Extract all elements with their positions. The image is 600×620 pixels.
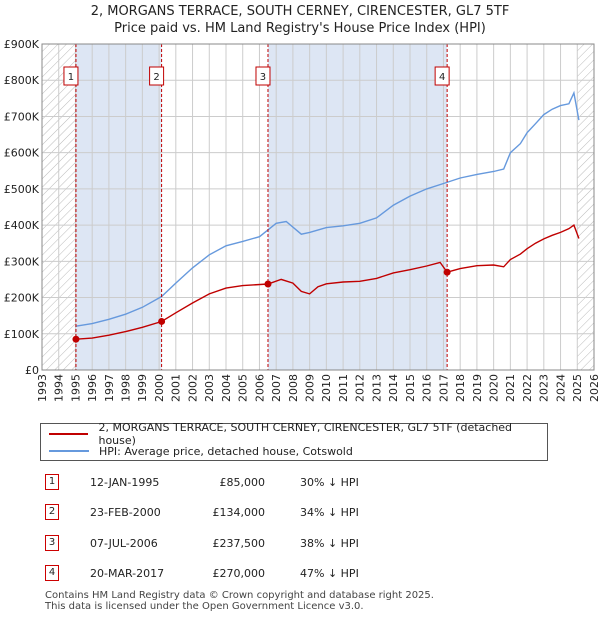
y-tick-label: £200K bbox=[4, 292, 40, 305]
chart-subtitle: Price paid vs. HM Land Registry's House … bbox=[114, 21, 486, 36]
x-tick-label: 2000 bbox=[153, 374, 166, 402]
y-tick-label: £700K bbox=[4, 110, 40, 123]
transaction-price: £85,000 bbox=[219, 476, 266, 489]
transaction-point bbox=[443, 268, 451, 276]
transaction-marker-box bbox=[149, 66, 165, 86]
footer-licence: This data is licensed under the Open Gov… bbox=[45, 601, 364, 612]
transaction-hpi-diff: 38% ↓ HPI bbox=[300, 537, 359, 550]
footer-copyright: Contains HM Land Registry data © Crown c… bbox=[45, 590, 434, 601]
y-tick-label: £300K bbox=[4, 255, 40, 268]
legend-item-hpi: HPI: Average price, detached house, Cots… bbox=[49, 443, 353, 459]
transaction-point bbox=[158, 317, 166, 325]
y-tick-label: £500K bbox=[4, 183, 40, 196]
transaction-marker-label: 2 bbox=[153, 72, 159, 83]
x-tick-label: 2012 bbox=[354, 374, 367, 402]
legend-label-price-paid: 2, MORGANS TERRACE, SOUTH CERNEY, CIRENC… bbox=[98, 421, 513, 447]
x-tick-label: 2001 bbox=[170, 374, 183, 402]
legend-swatch-price-paid bbox=[49, 433, 89, 435]
transaction-marker-label: 3 bbox=[260, 72, 266, 83]
x-tick-label: 2023 bbox=[538, 374, 551, 402]
x-tick-label: 2008 bbox=[287, 374, 300, 402]
transaction-marker-box bbox=[255, 66, 271, 86]
legend-item-price-paid: 2, MORGANS TERRACE, SOUTH CERNEY, CIRENC… bbox=[49, 421, 547, 447]
transaction-marker-label: 1 bbox=[68, 72, 74, 83]
x-tick-label: 2002 bbox=[186, 374, 199, 402]
price-paid-line bbox=[75, 223, 580, 340]
transaction-point bbox=[264, 280, 272, 288]
ownership-period-band bbox=[267, 44, 448, 370]
transaction-date: 07-JUL-2006 bbox=[90, 537, 158, 550]
x-tick-label: 1993 bbox=[36, 374, 49, 402]
chart-title: 2, MORGANS TERRACE, SOUTH CERNEY, CIRENC… bbox=[90, 4, 510, 19]
transaction-date: 23-FEB-2000 bbox=[90, 506, 161, 519]
x-tick-label: 2016 bbox=[421, 374, 434, 402]
transaction-marker-label: 4 bbox=[439, 72, 445, 83]
transaction-marker-box bbox=[63, 66, 79, 86]
x-tick-label: 1998 bbox=[119, 374, 132, 402]
transaction-number: 4 bbox=[45, 565, 59, 581]
x-tick-label: 2021 bbox=[504, 374, 517, 402]
y-tick-label: £400K bbox=[4, 219, 40, 232]
x-tick-label: 2006 bbox=[253, 374, 266, 402]
ownership-period-band bbox=[75, 44, 162, 370]
x-tick-label: 2022 bbox=[521, 374, 534, 402]
x-tick-label: 2019 bbox=[471, 374, 484, 402]
transaction-point bbox=[72, 335, 80, 343]
transaction-number: 3 bbox=[45, 535, 59, 551]
transaction-hpi-diff: 34% ↓ HPI bbox=[300, 506, 359, 519]
x-tick-label: 1999 bbox=[136, 374, 149, 402]
transaction-marker-box bbox=[434, 66, 450, 86]
x-tick-label: 2020 bbox=[487, 374, 500, 402]
legend-swatch-hpi bbox=[49, 450, 89, 452]
x-tick-label: 1997 bbox=[103, 374, 116, 402]
footer: Contains HM Land Registry data © Crown c… bbox=[45, 590, 434, 612]
transaction-hpi-diff: 47% ↓ HPI bbox=[300, 567, 359, 580]
y-tick-label: £0 bbox=[25, 364, 39, 377]
transaction-date: 12-JAN-1995 bbox=[90, 476, 160, 489]
y-tick-label: £800K bbox=[4, 74, 40, 87]
chart-legend: 2, MORGANS TERRACE, SOUTH CERNEY, CIRENC… bbox=[40, 421, 548, 461]
plot-border bbox=[41, 43, 595, 371]
y-tick-label: £100K bbox=[4, 328, 40, 341]
x-tick-label: 2003 bbox=[203, 374, 216, 402]
x-tick-label: 1994 bbox=[53, 374, 66, 402]
x-tick-label: 2013 bbox=[370, 374, 383, 402]
x-tick-label: 2024 bbox=[554, 374, 567, 402]
transaction-price: £237,500 bbox=[212, 537, 266, 550]
x-tick-label: 2018 bbox=[454, 374, 467, 402]
legend-label-hpi: HPI: Average price, detached house, Cots… bbox=[99, 444, 353, 458]
transaction-hpi-diff: 30% ↓ HPI bbox=[300, 476, 359, 489]
x-tick-label: 2015 bbox=[404, 374, 417, 402]
transaction-price: £134,000 bbox=[212, 506, 266, 519]
x-tick-label: 2026 bbox=[588, 374, 600, 402]
x-tick-label: 2011 bbox=[337, 374, 350, 402]
no-data-hatch bbox=[577, 44, 594, 370]
x-tick-label: 2009 bbox=[303, 374, 316, 402]
x-tick-label: 1996 bbox=[86, 374, 99, 402]
y-tick-label: £900K bbox=[4, 38, 40, 51]
transaction-date: 20-MAR-2017 bbox=[90, 567, 165, 580]
x-tick-label: 2007 bbox=[270, 374, 283, 402]
hpi-line bbox=[75, 90, 580, 327]
x-tick-label: 2014 bbox=[387, 374, 400, 402]
x-tick-label: 2004 bbox=[220, 374, 233, 402]
x-tick-label: 2017 bbox=[437, 374, 450, 402]
x-tick-label: 2010 bbox=[320, 374, 333, 402]
y-tick-label: £600K bbox=[4, 147, 40, 160]
transaction-number: 1 bbox=[45, 474, 59, 490]
price-chart: 1 2 3 4 £0 £100K £200K £300K £400K £500K £600K £70… bbox=[4, 38, 600, 402]
x-tick-label: 2025 bbox=[571, 374, 584, 402]
transaction-number: 2 bbox=[45, 504, 59, 520]
x-tick-label: 1995 bbox=[69, 374, 82, 402]
transaction-price: £270,000 bbox=[212, 567, 266, 580]
x-tick-label: 2005 bbox=[237, 374, 250, 402]
